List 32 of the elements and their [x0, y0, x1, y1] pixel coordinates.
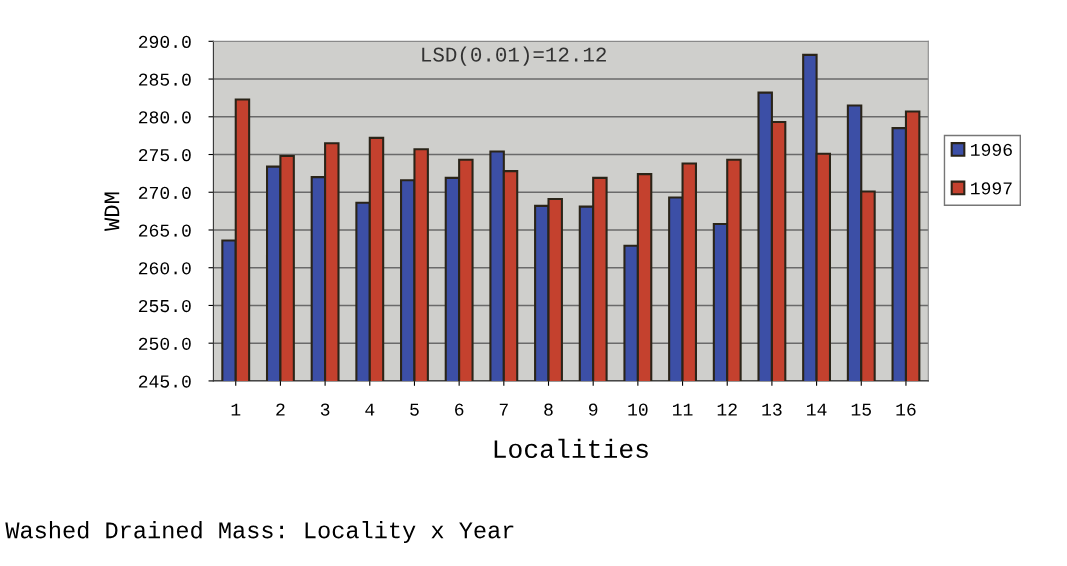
legend-label: 1997 — [971, 182, 1012, 195]
x-tick-label: 14 — [807, 403, 827, 416]
x-tick-label: 11 — [673, 403, 693, 416]
x-tick-label: 7 — [499, 403, 508, 416]
x-tick-label: 4 — [365, 403, 375, 416]
x-tick-label: 3 — [320, 403, 330, 416]
x-tick-label: 12 — [717, 403, 737, 416]
x-axis-title: Localities — [494, 438, 648, 459]
y-tick-label: 255.0 — [138, 299, 191, 313]
y-tick-label: 275.0 — [138, 148, 191, 162]
y-tick-label: 270.0 — [138, 186, 191, 199]
x-tick-label: 8 — [544, 403, 553, 416]
y-tick-label: 250.0 — [138, 337, 191, 350]
y-tick-label: 265.0 — [138, 224, 191, 237]
y-tick-label: 290.0 — [138, 35, 191, 49]
y-tick-label: 260.0 — [138, 262, 191, 275]
x-tick-label: 15 — [851, 403, 871, 416]
x-tick-label: 16 — [896, 403, 916, 416]
y-axis-title: WDM — [104, 192, 120, 232]
x-tick-label: 13 — [762, 403, 782, 416]
x-tick-label: 1 — [231, 403, 241, 416]
x-tick-label: 2 — [276, 403, 285, 416]
x-tick-label: 10 — [628, 403, 648, 416]
y-tick-label: 280.0 — [138, 111, 191, 124]
x-tick-label: 5 — [410, 403, 419, 416]
annotation: LSD(0.01)=12.12 — [422, 46, 606, 66]
legend-label: 1996 — [971, 143, 1012, 156]
x-tick-label: 6 — [455, 403, 464, 416]
x-tick-label: 9 — [589, 403, 598, 416]
y-tick-label: 245.0 — [138, 375, 191, 388]
y-tick-label: 285.0 — [138, 73, 191, 86]
text: Washed Drained Mass: Locality x Year — [5, 521, 514, 544]
